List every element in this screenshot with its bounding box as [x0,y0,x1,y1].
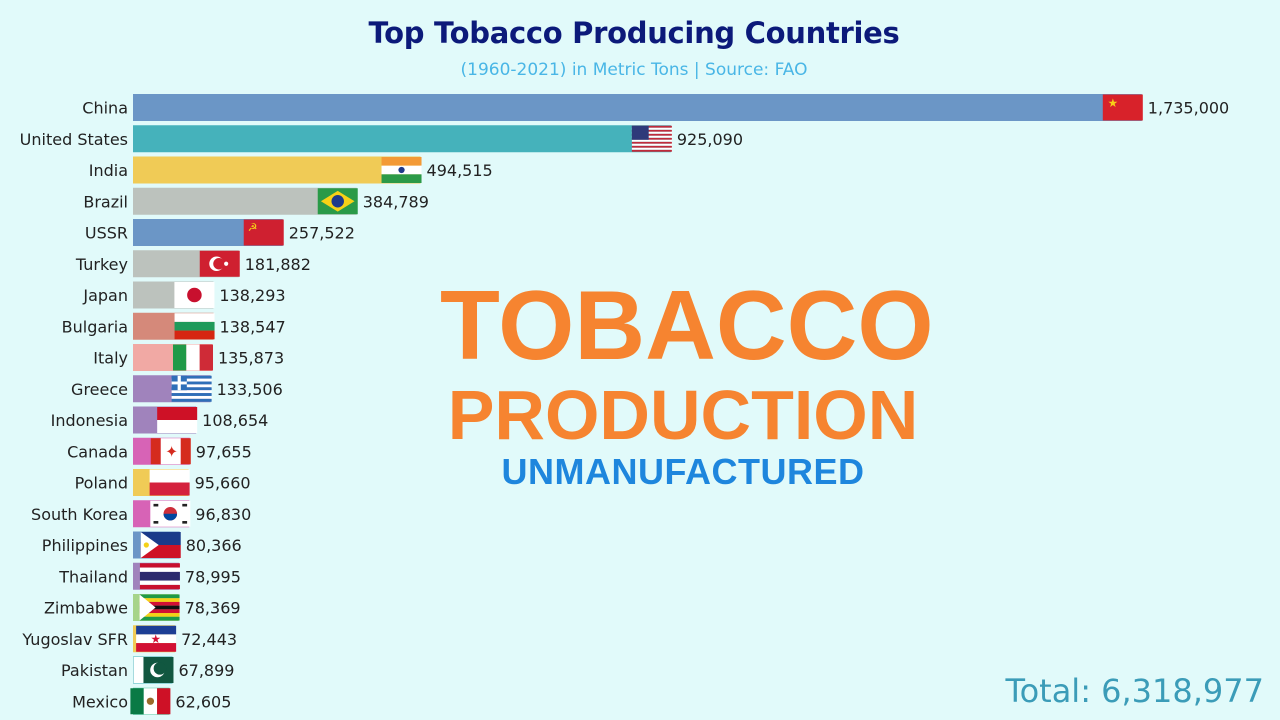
value-label: 78,369 [185,599,241,618]
canada-flag-icon: ✦ [150,438,191,465]
category-label: Canada [67,442,128,461]
category-label: Italy [93,349,128,368]
bulgaria-flag-icon [174,313,215,340]
value-label: 494,515 [427,161,493,180]
zimbabwe-flag-icon [139,594,180,621]
value-label: 181,882 [245,255,311,274]
value-label: 384,789 [363,192,429,211]
category-label: Turkey [75,255,128,274]
category-label: Greece [71,380,128,399]
overlay-title-tobacco: TOBACCO [440,270,934,380]
value-label: 62,605 [175,692,231,711]
japan-flag-icon [174,282,215,308]
value-label: 138,547 [220,317,286,336]
south-korea-flag-icon [150,500,191,527]
ussr-flag-icon: ☭ [243,219,284,246]
category-label: Zimbabwe [44,599,128,618]
value-label: 96,830 [195,505,251,524]
value-label: 925,090 [677,130,743,149]
value-label: 67,899 [178,661,234,680]
value-label: 78,995 [185,567,241,586]
category-label: Japan [82,286,128,305]
category-label: Yugoslav SFR [21,630,128,649]
value-label: 80,366 [186,536,242,555]
value-label: 108,654 [202,411,268,430]
overlay-title-unmanufactured: UNMANUFACTURED [501,451,865,492]
italy-flag-icon [173,344,214,371]
category-label: China [82,99,128,118]
value-label: 257,522 [289,224,355,243]
chart-title: Top Tobacco Producing Countries [368,16,900,50]
category-label: Brazil [83,192,128,211]
category-label: Pakistan [61,661,128,680]
value-label: 138,293 [219,286,285,305]
category-label: USSR [85,224,128,243]
svg-text:★: ★ [1108,96,1118,110]
category-label: Poland [75,474,128,493]
value-label: 133,506 [217,380,283,399]
pakistan-flag-icon [133,657,174,683]
bar [133,156,421,184]
mexico-flag-icon [130,688,171,715]
value-label: 97,655 [196,442,252,461]
china-flag-icon: ★ [1102,94,1143,121]
usa-flag-icon [631,125,672,152]
svg-text:★: ★ [151,632,161,646]
category-label: South Korea [31,505,128,524]
svg-text:☭: ☭ [248,221,258,234]
yugoslavia-flag-icon: ★ [136,625,177,652]
value-label: 72,443 [181,630,237,649]
category-label: Mexico [72,692,128,711]
bar [133,94,1142,121]
brazil-flag-icon [317,188,358,215]
india-flag-icon [381,157,422,183]
overlay-title-production: PRODUCTION [447,376,919,454]
turkey-flag-icon [199,250,240,277]
poland-flag-icon [149,469,190,496]
svg-text:✦: ✦ [165,443,178,461]
category-label: Indonesia [51,411,128,430]
category-label: India [89,161,128,180]
category-label: Thailand [58,567,128,586]
indonesia-flag-icon [157,407,198,433]
value-label: 95,660 [195,474,251,493]
greece-flag-icon [171,375,212,402]
bar [133,125,671,153]
thailand-flag-icon [139,563,180,590]
value-label: 135,873 [218,349,284,368]
value-label: 1,735,000 [1148,99,1229,118]
philippines-flag-icon [140,532,181,558]
category-label: United States [20,130,128,149]
category-label: Bulgaria [62,317,128,336]
total-readout: Total: 6,318,977 [1005,672,1264,710]
chart-subtitle: (1960-2021) in Metric Tons | Source: FAO [460,60,808,80]
category-label: Philippines [42,536,128,555]
